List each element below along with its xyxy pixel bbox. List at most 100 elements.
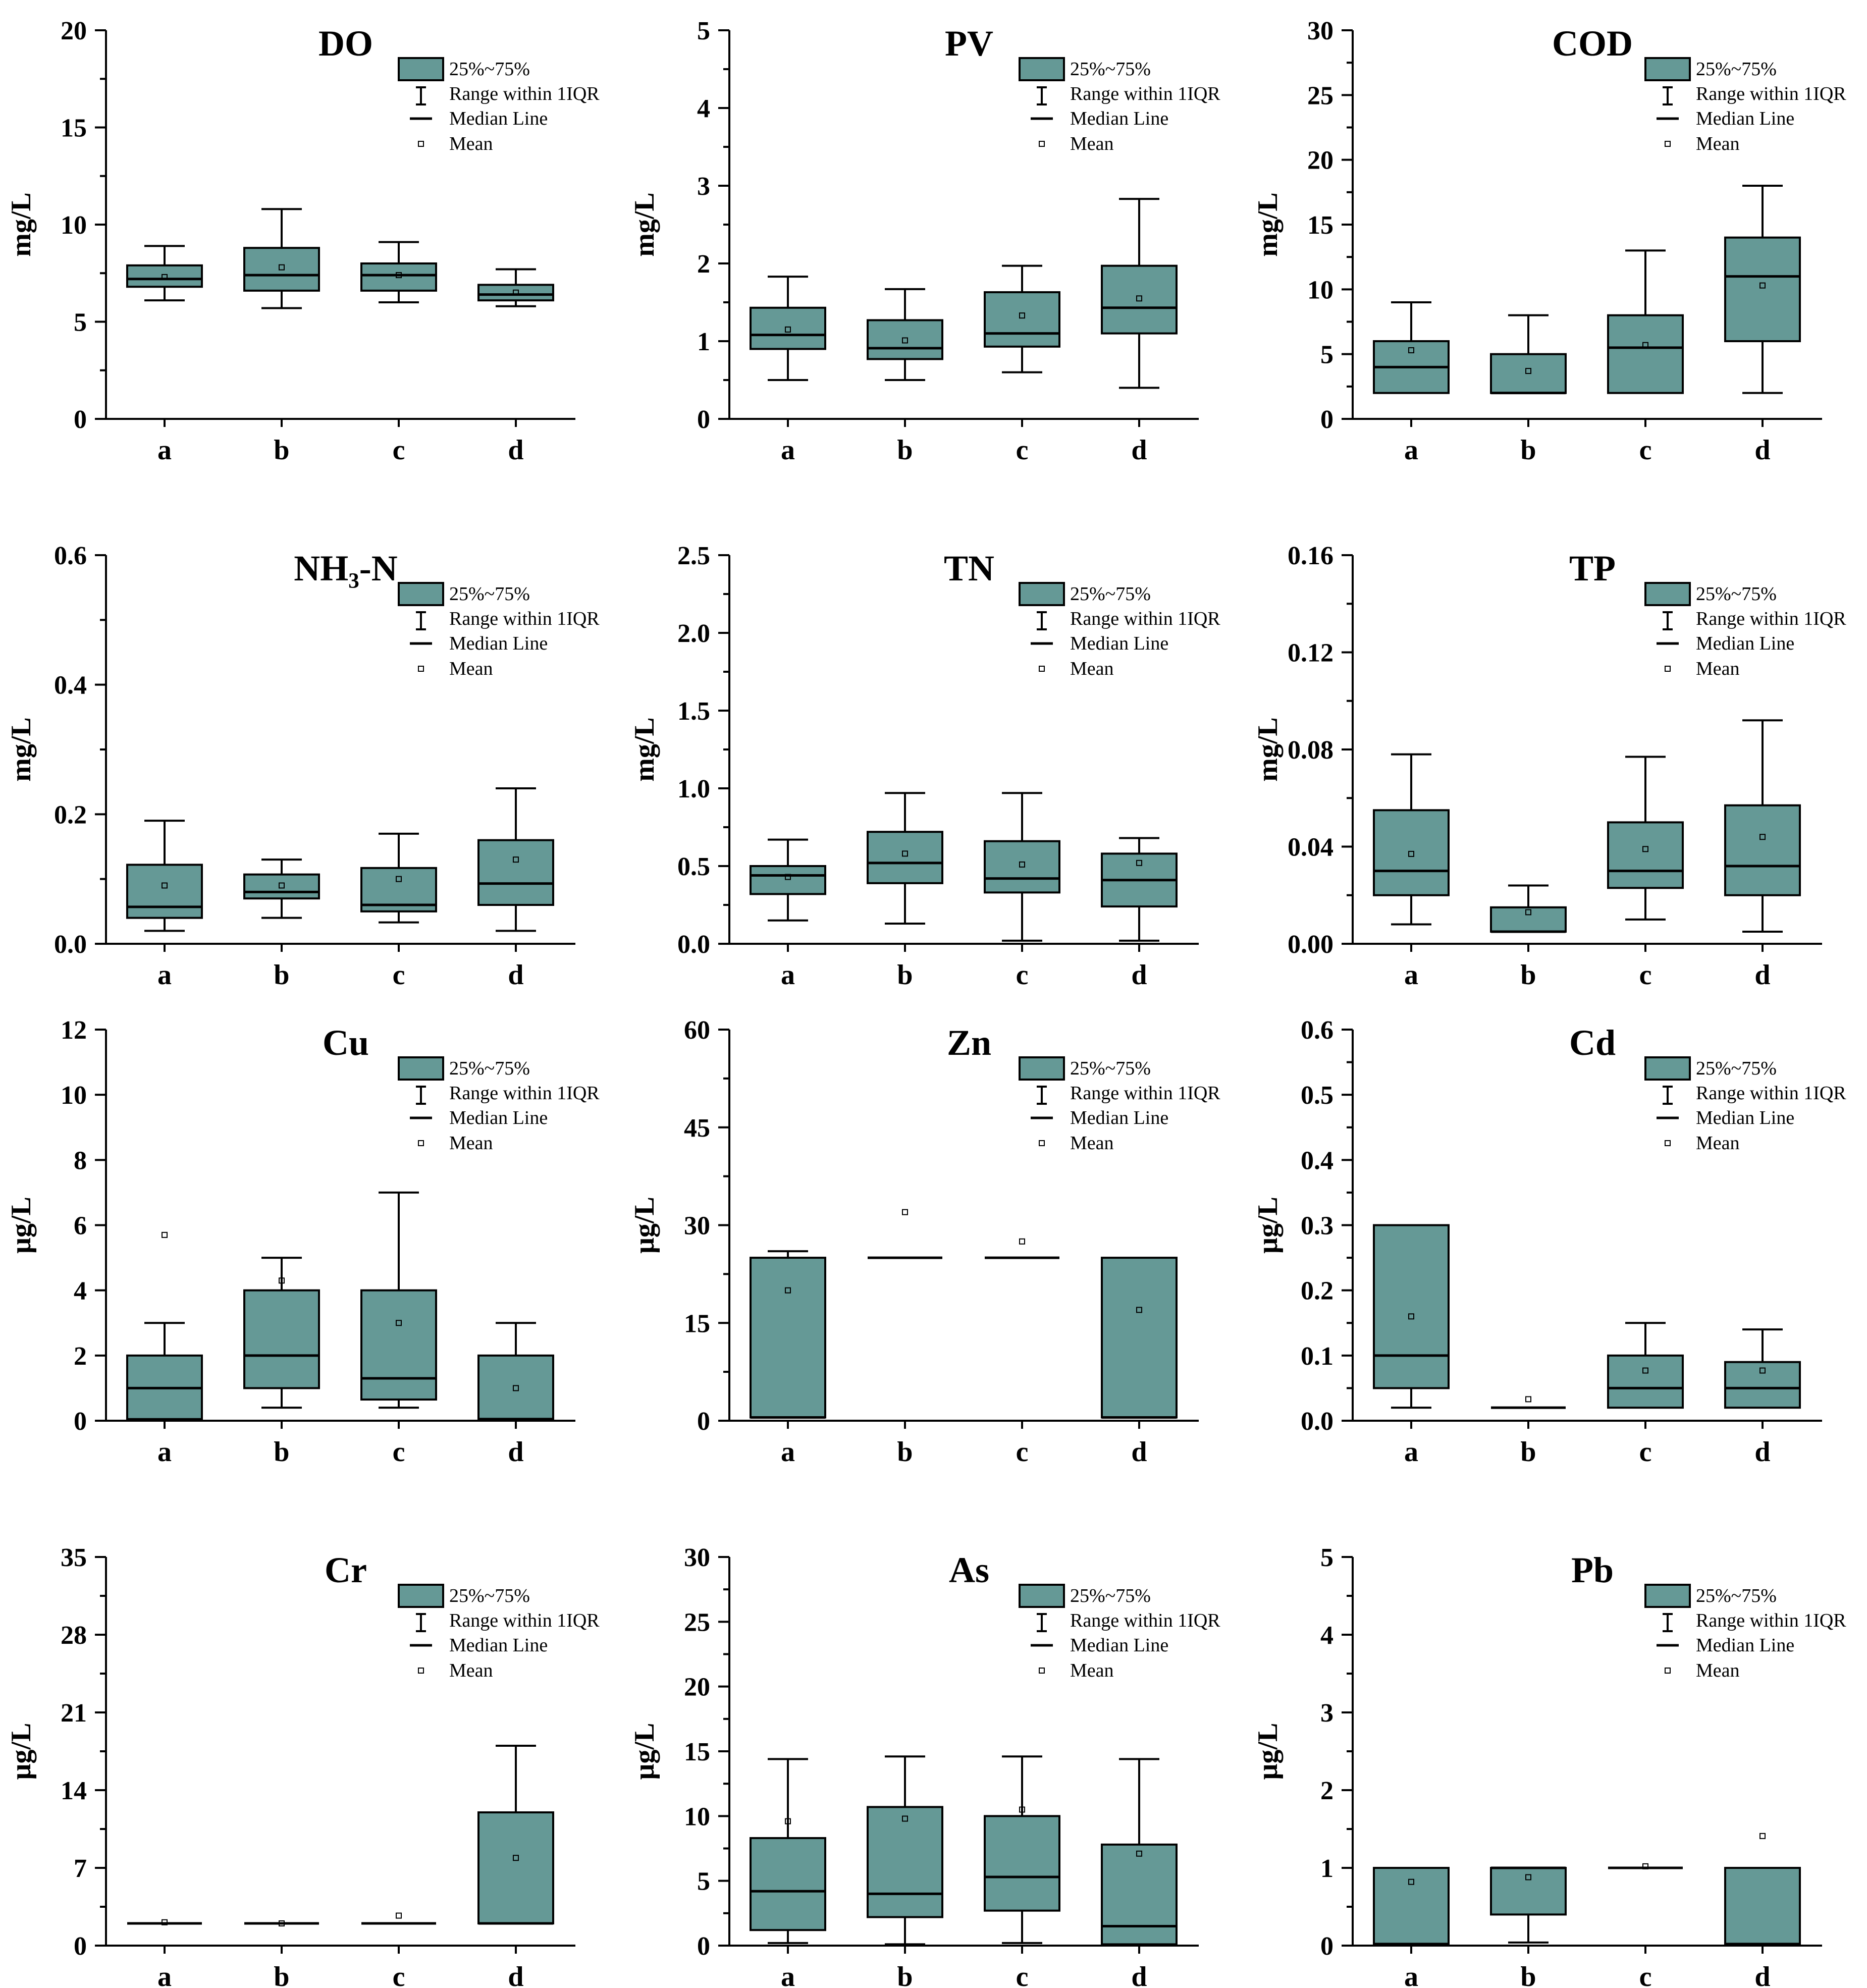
box-group-b xyxy=(1490,884,1567,933)
y-tick-label: 12 xyxy=(61,1016,87,1045)
x-tick-label: b xyxy=(274,1961,289,1988)
x-tick-label: c xyxy=(393,1961,405,1988)
legend-mean-label: Mean xyxy=(449,133,493,154)
box-group-c xyxy=(1607,756,1684,921)
legend-mean-swatch xyxy=(1039,666,1045,672)
iqr-box xyxy=(984,1815,1060,1912)
box-group-d xyxy=(477,1322,554,1421)
iqr-box xyxy=(1101,264,1178,335)
mean-marker xyxy=(785,1287,791,1294)
x-tick-label: a xyxy=(157,435,172,466)
iqr-box xyxy=(243,873,320,900)
legend-median-label: Median Line xyxy=(1696,633,1794,654)
y-tick-label: 0.4 xyxy=(1301,1146,1333,1175)
legend-range-label: Range within 1IQR xyxy=(1696,83,1846,104)
mean-marker xyxy=(1525,1396,1531,1403)
panel-cu: 0 2 4 6 8 10 12 μg/L Cu a b c d 25%~75% Range within 1… xyxy=(6,1016,600,1468)
x-tick-label: a xyxy=(157,959,172,991)
mean-marker xyxy=(513,856,519,863)
panel-cr: 0 7 14 21 28 35 μg/L Cr a b c d 25%~75% Range within … xyxy=(6,1543,600,1988)
y-axis-label: mg/L xyxy=(6,192,37,257)
y-axis-label: μg/L xyxy=(1252,1723,1284,1780)
legend-box-swatch xyxy=(398,57,444,81)
y-tick-label: 6 xyxy=(74,1212,87,1241)
legend: 25%~75% Range within 1IQR Median Line Mean xyxy=(1644,1056,1846,1154)
legend: 25%~75% Range within 1IQR Median Line Mean xyxy=(1019,1584,1220,1681)
x-tick-label: b xyxy=(897,435,913,466)
mean-marker xyxy=(396,876,402,882)
box-group-b xyxy=(867,792,943,925)
y-axis-label: μg/L xyxy=(629,1723,660,1780)
panel-pb: 0 1 2 3 4 5 μg/L Pb a b c d 25%~75% Range within 1IQR… xyxy=(1252,1543,1846,1988)
mean-marker xyxy=(1642,1367,1648,1374)
box-group-d xyxy=(1101,1758,1178,1946)
iqr-box xyxy=(360,262,437,292)
x-tick-label: d xyxy=(508,1961,523,1988)
y-tick-label: 1.0 xyxy=(677,775,710,803)
legend-box-swatch xyxy=(1644,57,1691,81)
mean-marker xyxy=(162,882,168,889)
panel-title: As xyxy=(949,1550,989,1590)
mean-marker xyxy=(1019,861,1025,868)
x-tick-label: a xyxy=(1404,959,1418,991)
legend-box-label: 25%~75% xyxy=(449,583,530,605)
x-tick-label: b xyxy=(274,1436,289,1468)
legend-mean-label: Mean xyxy=(1696,1660,1740,1681)
iqr-box xyxy=(750,865,826,895)
iqr-box xyxy=(126,264,203,288)
legend-range-label: Range within 1IQR xyxy=(449,1083,600,1104)
y-tick-label: 2 xyxy=(1320,1777,1333,1805)
y-tick-label: 15 xyxy=(61,114,87,143)
x-tick-label: b xyxy=(897,1436,913,1468)
mean-marker xyxy=(1019,1806,1025,1813)
y-tick-label: 2.0 xyxy=(677,619,710,648)
legend-box-label: 25%~75% xyxy=(1070,1585,1151,1606)
legend-median-label: Median Line xyxy=(449,1107,548,1129)
x-tick-label: d xyxy=(1131,959,1147,991)
panel-title: Pb xyxy=(1571,1550,1614,1590)
y-tick-label: 35 xyxy=(61,1543,87,1572)
y-tick-label: 10 xyxy=(1307,276,1333,304)
iqr-box xyxy=(1490,1867,1567,1916)
y-tick-label: 0.00 xyxy=(1288,930,1333,959)
mean-marker xyxy=(1525,368,1531,374)
iqr-box xyxy=(1373,1867,1450,1945)
mean-marker xyxy=(279,1277,285,1284)
y-tick-label: 5 xyxy=(697,17,710,45)
iqr-box xyxy=(1101,1257,1178,1419)
box-group-b xyxy=(1490,314,1567,395)
iqr-box xyxy=(1373,1224,1450,1389)
y-tick-label: 0.16 xyxy=(1288,542,1333,570)
box-group-d xyxy=(1724,1833,1801,1946)
box-group-a xyxy=(750,1250,826,1419)
box-group-a xyxy=(1373,1224,1450,1409)
x-tick-label: a xyxy=(1404,1436,1418,1468)
box-group-a xyxy=(1373,1867,1450,1946)
y-tick-label: 21 xyxy=(61,1699,87,1728)
mean-marker xyxy=(785,874,791,880)
box-group-b xyxy=(868,1209,942,1259)
mean-marker xyxy=(1642,342,1648,348)
legend-box-swatch xyxy=(1019,1584,1065,1608)
x-tick-label: a xyxy=(1404,1961,1418,1988)
mean-marker xyxy=(902,1815,908,1822)
y-tick-label: 14 xyxy=(61,1777,87,1805)
x-tick-label: d xyxy=(1131,1961,1147,1988)
legend-box-swatch xyxy=(1019,57,1065,81)
panel-title: TN xyxy=(944,548,994,588)
panel-title: PV xyxy=(945,23,993,64)
panel-title: Cr xyxy=(325,1550,367,1590)
box-group-d xyxy=(1101,198,1178,389)
legend-box-swatch xyxy=(1644,1056,1691,1081)
mean-marker xyxy=(902,850,908,857)
y-tick-label: 0.0 xyxy=(1301,1407,1333,1436)
y-tick-label: 20 xyxy=(61,17,87,45)
box-group-a xyxy=(126,820,203,932)
legend-box-swatch xyxy=(1644,582,1691,606)
y-tick-label: 20 xyxy=(1307,146,1333,175)
x-tick-label: b xyxy=(274,435,289,466)
box-group-c xyxy=(361,1912,436,1925)
mean-marker xyxy=(902,1209,908,1215)
y-tick-label: 30 xyxy=(684,1543,710,1572)
x-tick-label: c xyxy=(1639,435,1652,466)
